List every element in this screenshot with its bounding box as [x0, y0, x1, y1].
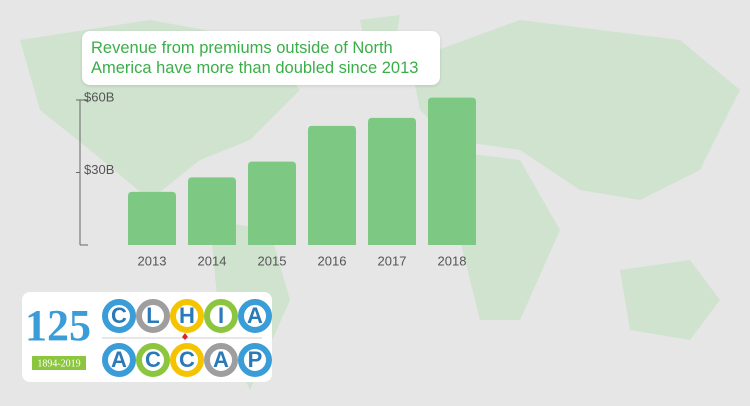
bar	[428, 97, 476, 245]
logo-circle	[102, 343, 136, 377]
logo-letter: C	[145, 347, 161, 372]
logo-circle	[204, 343, 238, 377]
logo-letter: L	[146, 303, 159, 328]
logo-letter: I	[218, 303, 224, 328]
logo-circle	[238, 299, 272, 333]
logo-letter: A	[247, 303, 263, 328]
logo-circle	[170, 343, 204, 377]
logo-letter: A	[111, 347, 127, 372]
logo-letter: H	[179, 303, 195, 328]
x-tick-label: 2014	[198, 253, 227, 268]
logo-circle	[102, 299, 136, 333]
bar	[308, 125, 356, 245]
logo-circle	[136, 299, 170, 333]
logo-letter: C	[179, 347, 195, 372]
logo: 125 1894-2019 C L H I AA C C A P	[22, 292, 272, 382]
x-tick-label: 2017	[378, 253, 407, 268]
logo-circle	[170, 299, 204, 333]
logo-letter: A	[213, 347, 229, 372]
chart-title: Revenue from premiums outside of North A…	[82, 31, 440, 85]
y-tick-label: $30B	[84, 162, 114, 177]
x-tick-label: 2013	[138, 253, 167, 268]
x-tick-label: 2018	[438, 253, 467, 268]
logo-years: 125	[25, 301, 91, 350]
maple-leaf	[182, 333, 188, 340]
logo-letter: C	[111, 303, 127, 328]
logo-band	[32, 356, 86, 370]
logo-circle	[136, 343, 170, 377]
logo-circle	[238, 343, 272, 377]
bar	[188, 177, 236, 245]
bar	[368, 117, 416, 245]
logo-circle	[204, 299, 238, 333]
bar	[128, 191, 176, 245]
logo-letter: P	[248, 347, 263, 372]
y-tick-label: $60B	[84, 89, 114, 104]
logo-dates: 1894-2019	[37, 358, 80, 369]
bar	[248, 161, 296, 245]
x-tick-label: 2016	[318, 253, 347, 268]
x-tick-label: 2015	[258, 253, 287, 268]
